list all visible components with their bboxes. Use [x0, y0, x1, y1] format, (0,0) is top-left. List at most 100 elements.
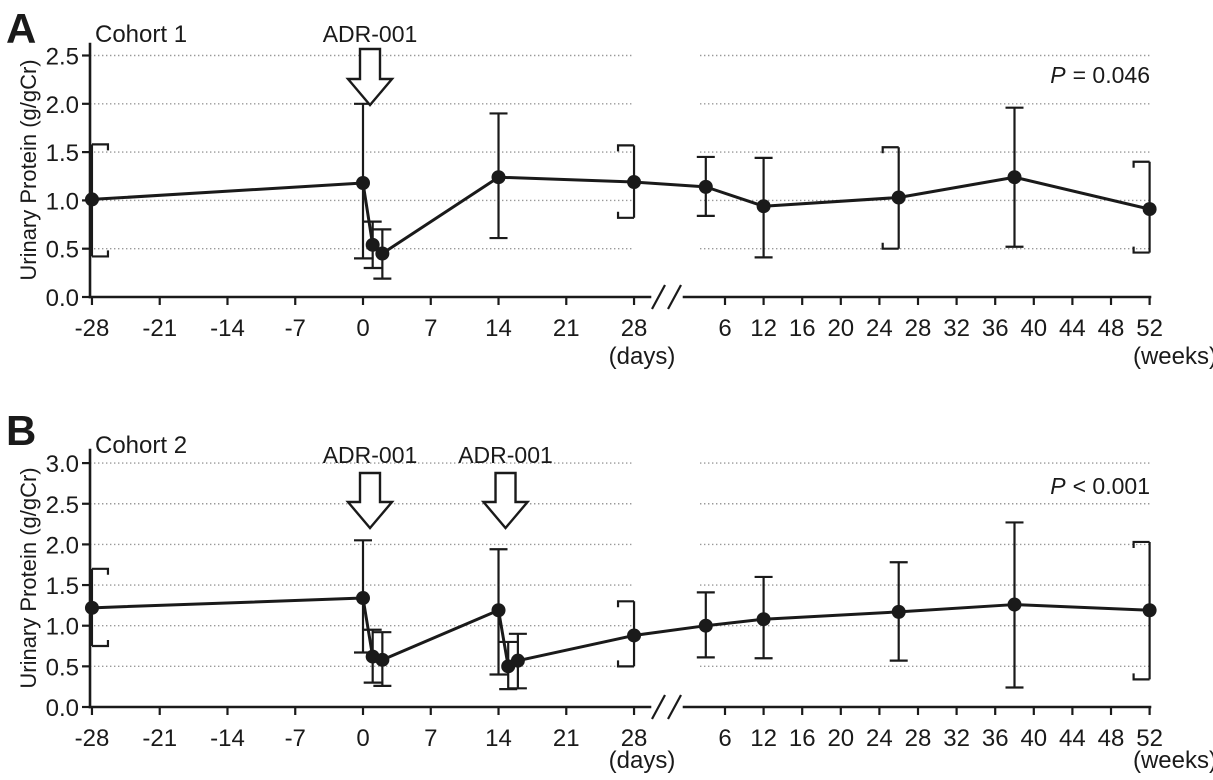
data-line — [91, 596, 1150, 668]
x-tick-label: 32 — [943, 725, 970, 752]
x-tick-label: 20 — [827, 725, 854, 752]
cohort-title: Cohort 1 — [95, 21, 187, 48]
data-point-marker — [627, 628, 642, 643]
x-tick-label: 52 — [1136, 315, 1163, 342]
panel-A: -28 -21 -14 -7 0 7 14 21 28 6 12 16 20 24 28 32 36 40 44 48… — [6, 5, 1213, 370]
down-arrow-icon — [345, 471, 395, 530]
y-tick-label: 1.5 — [46, 140, 79, 167]
error-bar-cap — [1132, 540, 1150, 548]
y-tick-label: 0.0 — [46, 285, 79, 312]
data-point-marker — [356, 591, 370, 606]
x-tick-label: -28 — [75, 725, 110, 752]
x-tick-label: 48 — [1098, 725, 1125, 752]
x-tick-label: 24 — [866, 725, 893, 752]
x-tick-label: 0 — [356, 725, 369, 752]
p-value-text: < 0.001 — [1073, 473, 1150, 499]
p-value-italic: P — [1050, 62, 1066, 88]
data-point-marker — [356, 176, 370, 191]
data-point-marker — [756, 199, 771, 214]
error-bar-cap — [881, 242, 899, 250]
data-point-marker — [375, 246, 390, 261]
x-tick-label: -7 — [285, 315, 306, 342]
data-point-marker — [365, 237, 380, 252]
error-bar-cap — [881, 146, 899, 154]
x-tick-label: 28 — [621, 725, 648, 752]
p-value-label: P = 0.046 — [1050, 62, 1150, 88]
x-tick-label: 20 — [827, 315, 854, 342]
x-tick-label: 12 — [750, 725, 777, 752]
x-tick-label: 36 — [982, 315, 1009, 342]
cohort-title: Cohort 2 — [95, 432, 187, 459]
data-point-marker — [1142, 202, 1157, 217]
y-tick-label: 0.0 — [46, 695, 79, 722]
error-bar-cap — [91, 567, 110, 575]
axis-break-icon — [667, 694, 682, 720]
error-bar-cap — [616, 144, 635, 152]
x-tick-label: 6 — [718, 315, 731, 342]
panel-letter: A — [6, 5, 36, 52]
error-bar-cap — [91, 250, 110, 258]
y-tick-label: 2.5 — [46, 492, 79, 519]
dose-arrow-label: ADR-001 — [323, 442, 418, 468]
x-tick-label: 28 — [905, 315, 932, 342]
panel-B: -28 -21 -14 -7 0 7 14 21 28 6 12 16 20 24 28 32 36 40 44 48… — [6, 407, 1213, 774]
data-point-marker — [1142, 603, 1157, 618]
x-tick-label: -14 — [210, 315, 245, 342]
x-tick-label: 12 — [750, 315, 777, 342]
x-tick-label: 7 — [424, 315, 437, 342]
error-bar-cap — [616, 211, 635, 219]
data-point-marker — [891, 190, 906, 205]
dose-arrow-label: ADR-001 — [323, 21, 418, 47]
y-tick-label: 2.5 — [46, 44, 79, 71]
y-axis-title: Urinary Protein (g/gCr) — [16, 467, 41, 688]
error-bar-cap — [616, 600, 635, 608]
data-point-marker — [84, 192, 99, 207]
x-tick-label: 28 — [905, 725, 932, 752]
x-tick-label: 32 — [943, 315, 970, 342]
y-tick-label: 3.0 — [46, 451, 79, 478]
data-point-marker — [491, 603, 506, 618]
x-tick-label: 14 — [485, 725, 512, 752]
p-value-label: P < 0.001 — [1050, 473, 1150, 499]
panel-letter: B — [6, 407, 36, 454]
y-tick-label: 1.0 — [46, 188, 79, 215]
days-unit-label: (days) — [609, 343, 676, 370]
x-tick-label: 7 — [424, 725, 437, 752]
data-point-marker — [1007, 597, 1022, 612]
p-value-text: = 0.046 — [1073, 62, 1150, 88]
data-point-marker — [84, 600, 99, 615]
x-tick-label: 48 — [1098, 315, 1125, 342]
x-tick-label: 36 — [982, 725, 1009, 752]
y-tick-label: 0.5 — [46, 654, 79, 681]
error-bar-cap — [1132, 160, 1150, 168]
x-tick-label: -7 — [285, 725, 306, 752]
down-arrow-icon — [345, 47, 395, 107]
x-tick-label: 6 — [718, 725, 731, 752]
weeks-unit-label: (weeks) — [1133, 747, 1213, 774]
y-tick-label: 0.5 — [46, 237, 79, 264]
x-tick-label: -21 — [142, 725, 177, 752]
data-point-marker — [375, 652, 390, 667]
x-tick-label: -14 — [210, 725, 245, 752]
x-tick-label: 21 — [553, 315, 580, 342]
x-tick-label: 40 — [1020, 315, 1047, 342]
y-tick-label: 2.0 — [46, 532, 79, 559]
data-point-marker — [510, 653, 525, 668]
axis-break-icon — [651, 284, 666, 310]
x-tick-label: 52 — [1136, 725, 1163, 752]
x-tick-label: 21 — [553, 725, 580, 752]
x-tick-label: 16 — [789, 315, 816, 342]
y-tick-label: 2.0 — [46, 92, 79, 119]
y-axis-title: Urinary Protein (g/gCr) — [16, 59, 41, 280]
x-tick-label: 40 — [1020, 725, 1047, 752]
x-tick-label: -28 — [75, 315, 110, 342]
data-line — [91, 175, 1150, 256]
dose-arrow-label: ADR-001 — [458, 442, 553, 468]
data-point-marker — [698, 179, 713, 194]
axis-break-icon — [667, 284, 682, 310]
x-tick-label: -21 — [142, 315, 177, 342]
error-bar-cap — [1132, 246, 1150, 254]
y-tick-label: 1.0 — [46, 614, 79, 641]
